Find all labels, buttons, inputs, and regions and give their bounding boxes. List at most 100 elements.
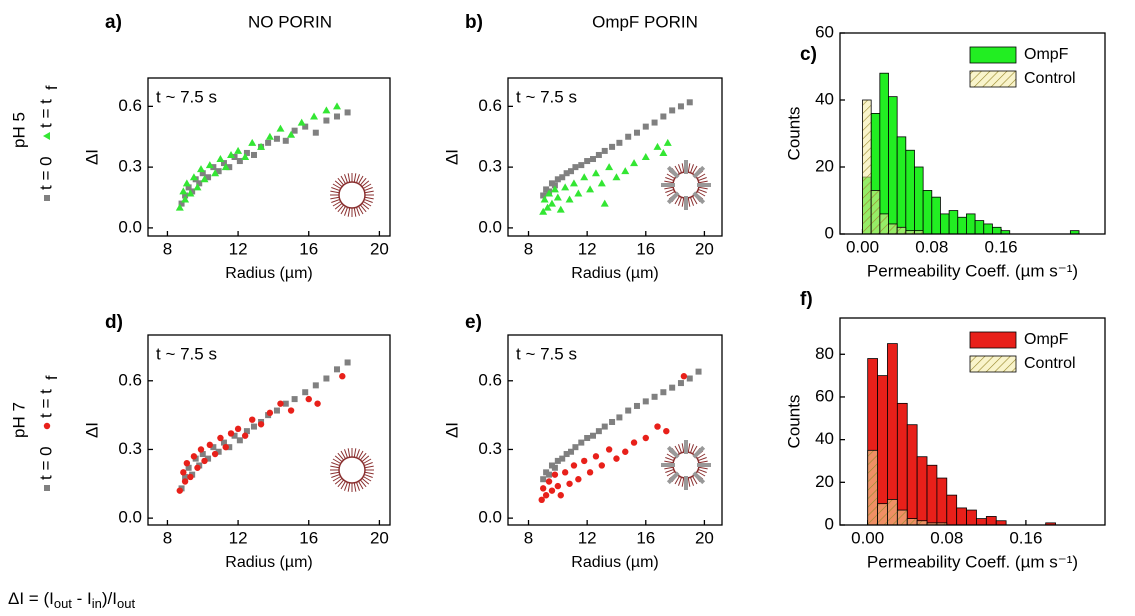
point [651, 393, 658, 400]
point [180, 469, 187, 476]
vesicle-icon [330, 173, 374, 217]
vesicle-core [338, 456, 366, 484]
point [199, 451, 206, 458]
point [200, 175, 209, 183]
porin [692, 471, 706, 485]
point [538, 496, 545, 504]
point [539, 207, 548, 215]
point [234, 425, 242, 433]
point [548, 487, 556, 494]
y-axis-label: Counts [784, 107, 803, 161]
lipid [358, 206, 364, 215]
bar [946, 494, 958, 526]
point [669, 107, 676, 114]
y-tick-label: 0.0 [118, 217, 142, 236]
point [663, 138, 672, 146]
point [43, 422, 51, 430]
point [205, 455, 212, 462]
lipid [340, 481, 346, 490]
porin [692, 165, 706, 179]
y-tick-label: 0.3 [118, 157, 142, 176]
bar [926, 464, 938, 526]
point [277, 400, 284, 407]
y-tick-label: 0.0 [118, 508, 142, 527]
lipid [358, 175, 364, 184]
point [257, 142, 266, 150]
lipid [698, 460, 708, 464]
point [297, 118, 306, 126]
bar [931, 196, 941, 235]
lipid [698, 186, 708, 190]
y-tick-label: 0.0 [478, 217, 502, 236]
row-legend-label: t = 0 [36, 446, 55, 480]
lipid [334, 477, 343, 485]
lipid [666, 453, 675, 459]
point [595, 428, 602, 435]
x-tick-label: 0.00 [846, 237, 879, 256]
y-tick-label: 60 [815, 386, 834, 405]
lipid [355, 174, 360, 183]
point [592, 453, 600, 460]
point [210, 444, 217, 451]
y-tick-label: 40 [815, 89, 834, 108]
x-tick-label: 16 [636, 528, 655, 547]
lipid [364, 187, 373, 192]
point [182, 192, 189, 199]
point [310, 112, 319, 120]
bar [916, 456, 928, 526]
point [605, 446, 613, 453]
point [182, 179, 191, 187]
point [185, 464, 192, 471]
lipid [337, 479, 345, 488]
point [236, 158, 243, 165]
lipid [359, 452, 367, 461]
point [660, 113, 667, 120]
porin [666, 191, 680, 205]
point [282, 137, 289, 144]
y-tick-label: 0.3 [478, 157, 502, 176]
point [551, 464, 558, 471]
formula-part: - I [72, 589, 92, 608]
point [241, 432, 249, 439]
point [176, 487, 183, 494]
bar [862, 99, 872, 235]
y-axis-label: Counts [784, 395, 803, 449]
lipid [364, 196, 374, 200]
lipid [364, 190, 374, 194]
point [556, 205, 565, 213]
lipid [353, 482, 357, 492]
x-tick-label: 12 [578, 528, 597, 547]
lipid [361, 455, 370, 463]
lipid [334, 180, 343, 188]
annotation: t ~ 7.5 s [156, 87, 217, 106]
point [273, 135, 280, 142]
y-tick-label: 40 [815, 429, 834, 448]
point [554, 457, 561, 464]
point [654, 423, 661, 430]
formula-part: ΔI = (I [8, 589, 54, 608]
point [190, 453, 198, 460]
point [625, 407, 632, 414]
lipid [359, 177, 367, 186]
lipid [344, 449, 349, 458]
point [551, 471, 559, 478]
lipid [340, 450, 346, 459]
panel-letter: e) [465, 312, 482, 333]
point [581, 457, 588, 465]
lipid [692, 445, 698, 454]
lipid [698, 180, 708, 184]
bar [966, 509, 977, 526]
x-tick-label: 20 [370, 239, 389, 258]
porin [692, 191, 706, 205]
vesicle-core [338, 181, 366, 209]
point [600, 199, 609, 207]
lipid [363, 183, 372, 189]
point [231, 154, 238, 160]
lipid [355, 449, 360, 458]
lipid [689, 444, 694, 453]
panel-letter: f) [800, 289, 813, 310]
bar [879, 213, 889, 235]
lipid [674, 196, 680, 205]
y-axis-label: ΔI [82, 422, 101, 438]
lipid [330, 465, 340, 469]
